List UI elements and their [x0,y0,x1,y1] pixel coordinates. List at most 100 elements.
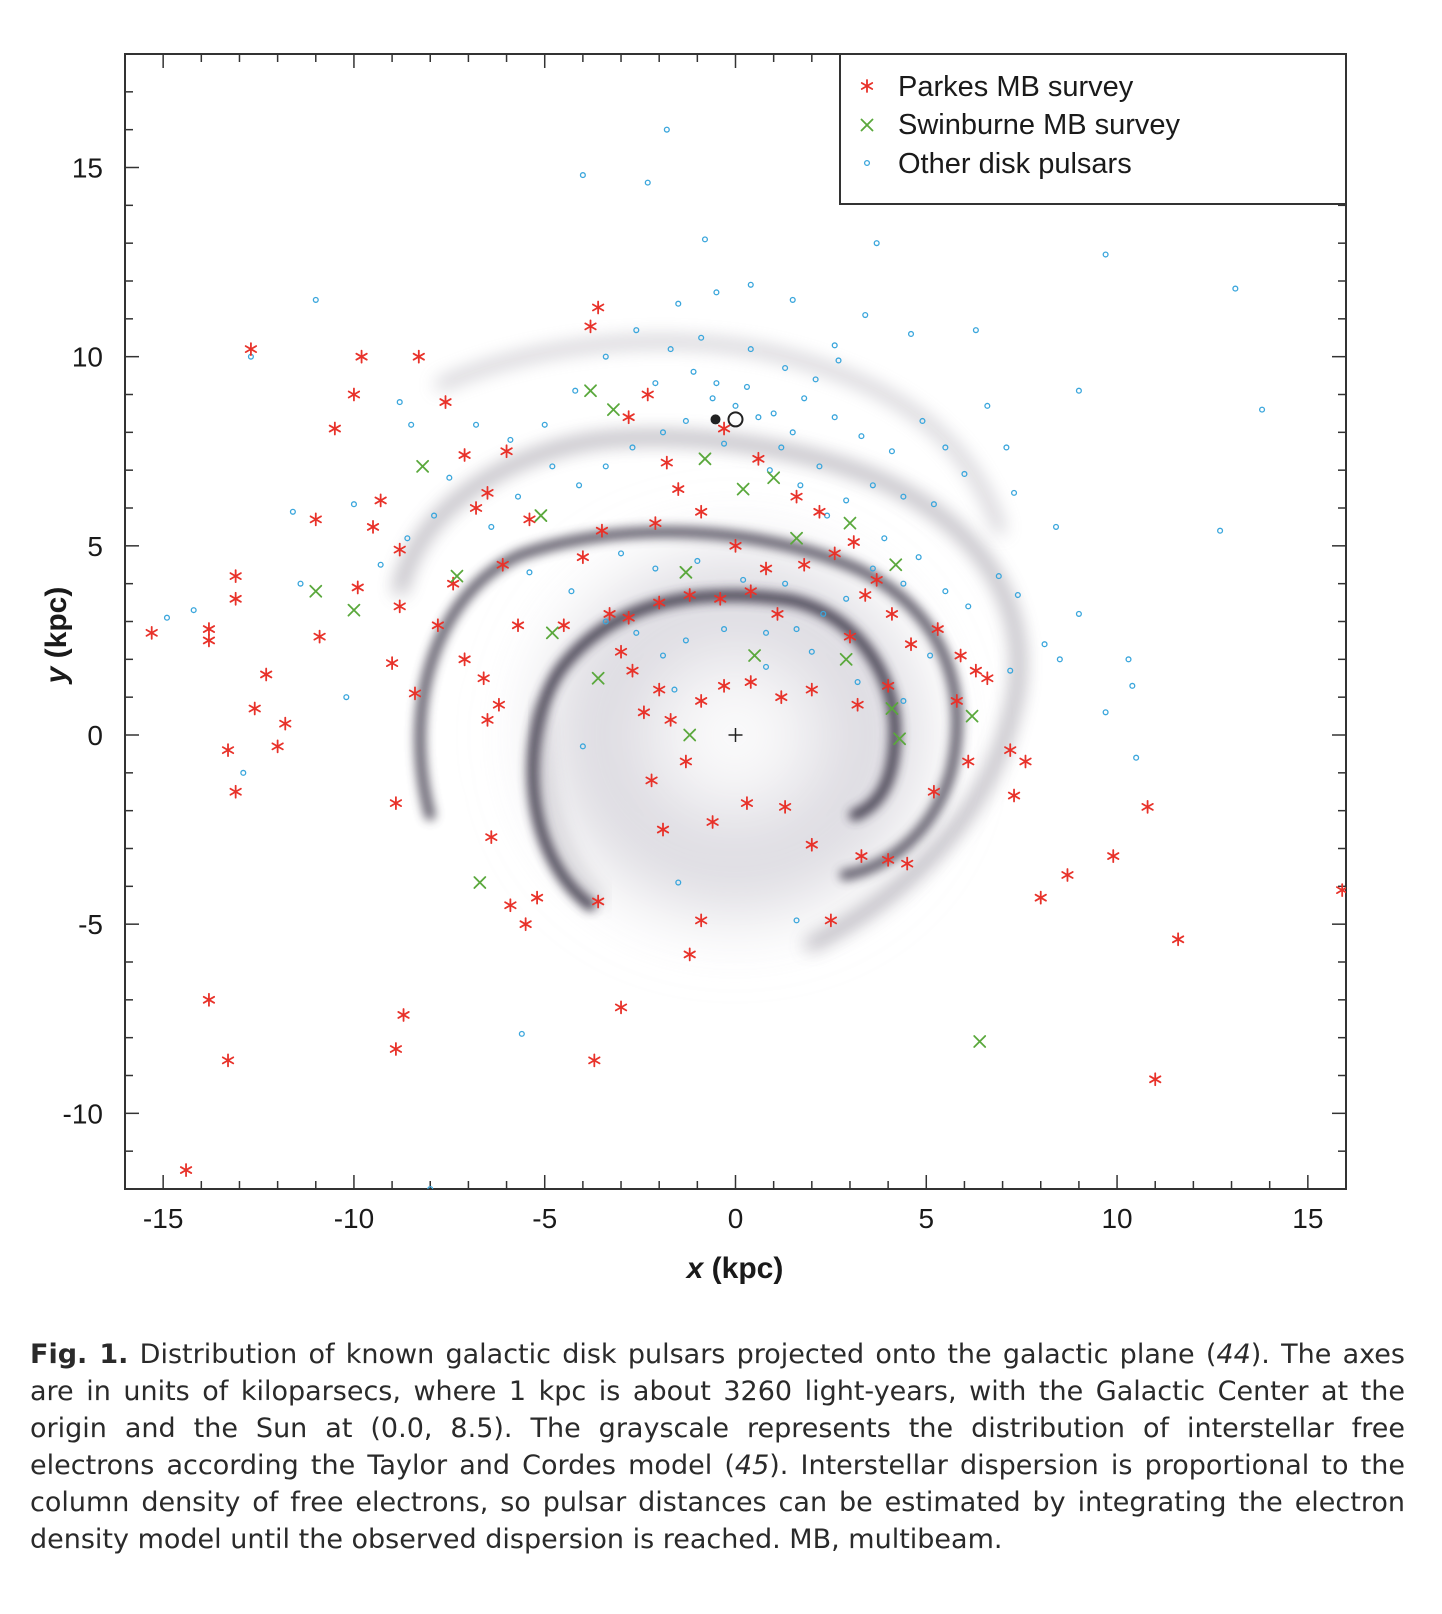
point-circle [766,467,773,474]
point-asterisk [695,694,708,708]
point-asterisk [813,504,826,519]
point-asterisk [683,588,696,602]
point-asterisk [496,557,509,572]
x-tick-label: 10 [1101,1203,1132,1234]
point-asterisk [805,682,818,697]
point-circle [747,281,754,288]
spiral-arm-lower [536,706,604,904]
point-asterisk [614,1000,628,1015]
point-circle [667,346,674,353]
data-points [145,126,1346,1189]
point-circle [396,399,403,406]
point-cross [591,671,605,685]
point-circle [526,569,533,576]
point-asterisk [519,917,532,932]
point-circle [652,380,659,387]
point-circle [888,448,895,455]
point-circle [1259,406,1266,413]
y-tick-label: 15 [72,153,103,184]
point-circle [713,380,720,387]
point-asterisk [653,682,666,697]
point-circle [690,368,697,375]
point-asterisk [592,894,605,909]
point-circle [843,497,850,504]
point-circle [778,444,785,451]
x-tick-labels: -15 -10 -5 0 5 10 15 [143,1203,1324,1234]
point-asterisk [927,784,941,799]
point-circle [797,482,804,489]
point-asterisk [649,516,662,531]
point-cross [767,471,781,485]
point-circle [984,402,991,409]
point-asterisk [328,421,341,436]
point-circle [190,607,197,614]
point-asterisk [885,607,899,621]
point-circle [900,697,907,704]
y-axis-title: y (kpc) [40,587,73,686]
point-cross [683,728,697,742]
point-asterisk [523,512,536,527]
point-asterisk [759,561,773,576]
point-circle [682,417,689,425]
sun-marker [710,411,744,428]
point-circle [163,614,171,621]
point-asterisk [557,618,570,633]
x-tick-label: 15 [1292,1203,1323,1234]
landmarks [710,411,744,742]
point-circle [675,300,682,307]
point-asterisk [221,1053,235,1068]
legend-marker-cross [860,118,874,132]
point-asterisk [229,591,242,606]
point-asterisk [389,1042,403,1056]
point-asterisk [901,856,914,871]
point-circle [1041,641,1048,648]
point-asterisk [847,535,860,549]
point-asterisk [229,784,242,799]
point-asterisk [717,678,731,693]
point-circle [602,618,609,625]
point-circle [633,629,640,636]
point-asterisk [622,610,635,625]
point-circle [919,417,926,425]
legend-marker-asterisk [860,79,874,93]
point-asterisk [798,557,811,572]
point-cross [790,531,803,545]
point-asterisk [389,796,403,810]
point-asterisk [485,830,498,845]
y-tick-labels: 15 10 5 0 -5 -10 [63,153,103,1130]
point-circle [721,626,728,633]
x-tick-label: 5 [918,1203,934,1234]
y-tick-label: 0 [87,720,103,751]
point-cross [889,558,903,572]
point-circle [816,463,823,470]
point-cross [839,652,853,666]
spiral-arm-inner [527,589,902,911]
y-tick-label: 5 [87,531,103,562]
point-asterisk [202,633,216,648]
point-circle [289,508,296,515]
point-asterisk [790,489,803,504]
point-circle [694,557,701,565]
point-asterisk [248,701,261,716]
point-asterisk [828,546,841,561]
point-circle [1075,610,1082,617]
point-cross [450,569,464,583]
point-circle [446,474,453,481]
point-circle [488,523,495,530]
spiral-arm-outermost [436,337,1004,534]
point-asterisk [771,607,784,621]
point-circle [1232,285,1239,292]
point-asterisk [393,599,406,614]
point-asterisk [931,622,944,636]
point-circle [518,1030,525,1037]
figure-caption: Fig. 1. Distribution of known galactic d… [30,1336,1405,1558]
point-cross [748,649,761,662]
point-asterisk [744,584,757,599]
point-circle [576,482,583,489]
point-asterisk [145,625,158,640]
point-asterisk [660,455,673,470]
point-circle [820,610,827,617]
point-cross [973,1035,987,1048]
series-cross [309,384,987,1048]
point-circle [663,126,670,133]
